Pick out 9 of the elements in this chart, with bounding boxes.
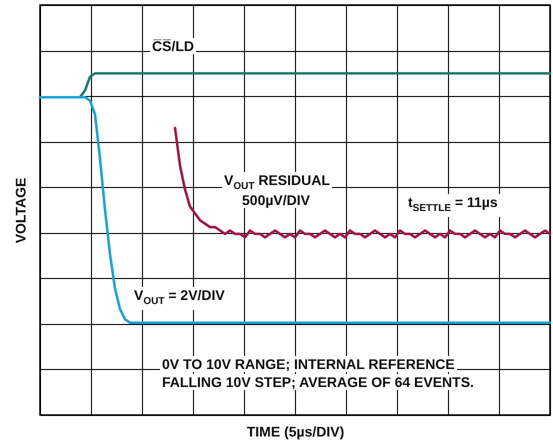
annotation: 0V TO 10V RANGE; INTERNAL REFERENCE: [160, 356, 457, 372]
annotation: t$_{SETTLE}$ = 11µs: [406, 194, 500, 217]
series-label: V$_{OUT}$ = 2V/DIV: [132, 287, 227, 310]
series-label: C̅S̅/LD: [150, 38, 196, 54]
x-axis-title: TIME (5µs/DIV): [246, 424, 344, 440]
annotation: FALLING 10V STEP; AVERAGE OF 64 EVENTS.: [160, 374, 476, 390]
y-axis-title: VOLTAGE: [12, 178, 28, 244]
text: V$_{OUT}$ RESIDUAL: [224, 172, 330, 192]
annotation: 500µV/DIV: [240, 192, 312, 208]
